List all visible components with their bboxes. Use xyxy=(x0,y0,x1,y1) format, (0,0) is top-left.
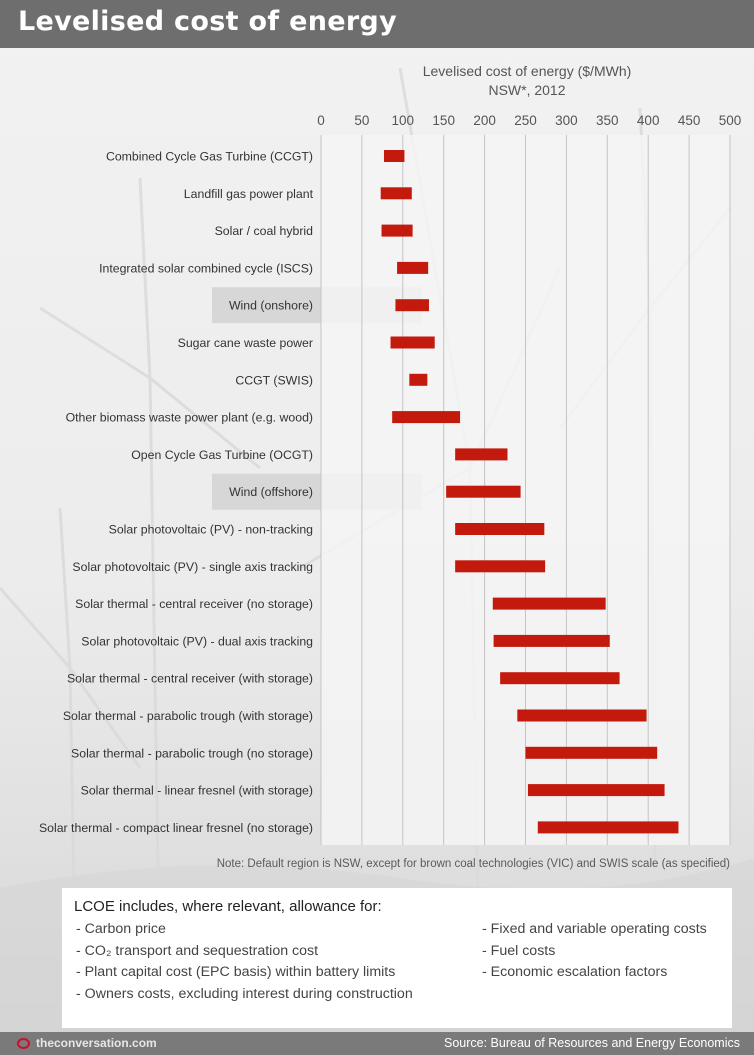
chart-subtitle: NSW*, 2012 xyxy=(488,82,565,98)
category-label: Solar photovoltaic (PV) - dual axis trac… xyxy=(81,634,313,648)
site-link[interactable]: theconversation.com xyxy=(36,1036,157,1050)
category-label: CCGT (SWIS) xyxy=(235,373,313,387)
category-label: Other biomass waste power plant (e.g. wo… xyxy=(66,411,313,425)
range-bar xyxy=(525,746,658,759)
lcoe-item: - Carbon price xyxy=(76,921,166,937)
category-label: Integrated solar combined cycle (ISCS) xyxy=(99,261,313,275)
x-tick-label: 500 xyxy=(719,113,742,128)
x-tick-label: 400 xyxy=(637,113,660,128)
title-bar: Levelised cost of energy xyxy=(0,0,754,48)
range-bar xyxy=(455,560,546,573)
category-label: Landfill gas power plant xyxy=(184,187,314,201)
range-bar xyxy=(500,672,620,685)
range-bar xyxy=(527,784,665,797)
category-label: Sugar cane waste power xyxy=(178,336,313,350)
category-label: Wind (offshore) xyxy=(229,485,313,499)
x-tick-label: 50 xyxy=(354,113,369,128)
range-bar xyxy=(537,821,679,834)
lcoe-heading: LCOE includes, where relevant, allowance… xyxy=(74,898,382,915)
range-bar xyxy=(455,448,508,461)
range-bar xyxy=(493,634,610,647)
range-bar xyxy=(380,187,412,200)
category-label: Solar thermal - central receiver (no sto… xyxy=(75,597,313,611)
lcoe-item: - Owners costs, excluding interest durin… xyxy=(76,985,413,1002)
category-label: Solar thermal - central receiver (with s… xyxy=(67,672,313,686)
source-credit: Source: Bureau of Resources and Energy E… xyxy=(444,1036,740,1050)
category-label: Solar thermal - compact linear fresnel (… xyxy=(39,821,313,835)
lcoe-left-list: - Carbon price - CO₂ transport and seque… xyxy=(76,919,413,1005)
x-tick-label: 350 xyxy=(596,113,619,128)
x-tick-label: 0 xyxy=(317,113,325,128)
category-label: Open Cycle Gas Turbine (OCGT) xyxy=(131,448,313,462)
chart-title: Levelised cost of energy ($/MWh) xyxy=(423,63,632,79)
category-label: Solar photovoltaic (PV) - single axis tr… xyxy=(72,560,313,574)
x-tick-label: 450 xyxy=(678,113,701,128)
range-bar xyxy=(392,411,461,424)
lcoe-right-list: - Fixed and variable operating costs - F… xyxy=(482,919,707,984)
range-bar xyxy=(455,523,545,535)
page-title: Levelised cost of energy xyxy=(18,6,397,37)
category-label: Solar thermal - parabolic trough (no sto… xyxy=(71,746,313,760)
category-label: Solar / coal hybrid xyxy=(215,224,314,238)
x-tick-label: 250 xyxy=(514,113,537,128)
range-bar xyxy=(446,485,521,498)
lcoe-info-box: LCOE includes, where relevant, allowance… xyxy=(62,888,732,1028)
range-bar xyxy=(383,150,405,162)
range-bar xyxy=(395,299,429,312)
footer-bar: theconversation.com Source: Bureau of Re… xyxy=(0,1032,754,1055)
conversation-logo-icon xyxy=(17,1038,30,1049)
x-tick-label: 300 xyxy=(555,113,578,128)
lcoe-item: - Fixed and variable operating costs xyxy=(482,921,707,937)
lcoe-item: - CO₂ transport and sequestration cost xyxy=(76,942,319,959)
category-label: Wind (onshore) xyxy=(229,299,313,313)
range-bar xyxy=(517,709,647,722)
category-label: Solar thermal - linear fresnel (with sto… xyxy=(81,784,313,798)
range-bar xyxy=(409,373,428,386)
range-bar xyxy=(381,224,413,237)
x-tick-label: 100 xyxy=(392,113,415,128)
range-bar xyxy=(390,336,435,349)
range-bar xyxy=(492,597,606,610)
lcoe-item: - Fuel costs xyxy=(482,942,556,959)
x-tick-label: 200 xyxy=(473,113,496,128)
lcoe-item: - Plant capital cost (EPC basis) within … xyxy=(76,964,396,980)
category-label: Combined Cycle Gas Turbine (CCGT) xyxy=(106,150,313,164)
lcoe-item: - Economic escalation factors xyxy=(482,964,668,980)
lcoe-chart: 0 50 100 150 200 250 300 350 400 450 500 Combined … xyxy=(39,63,742,845)
range-bar xyxy=(397,261,429,274)
chart-note: Note: Default region is NSW, except for … xyxy=(216,858,730,870)
category-label: Solar photovoltaic (PV) - non-tracking xyxy=(109,523,314,537)
x-tick-label: 150 xyxy=(432,113,455,128)
category-label: Solar thermal - parabolic trough (with s… xyxy=(63,709,313,723)
